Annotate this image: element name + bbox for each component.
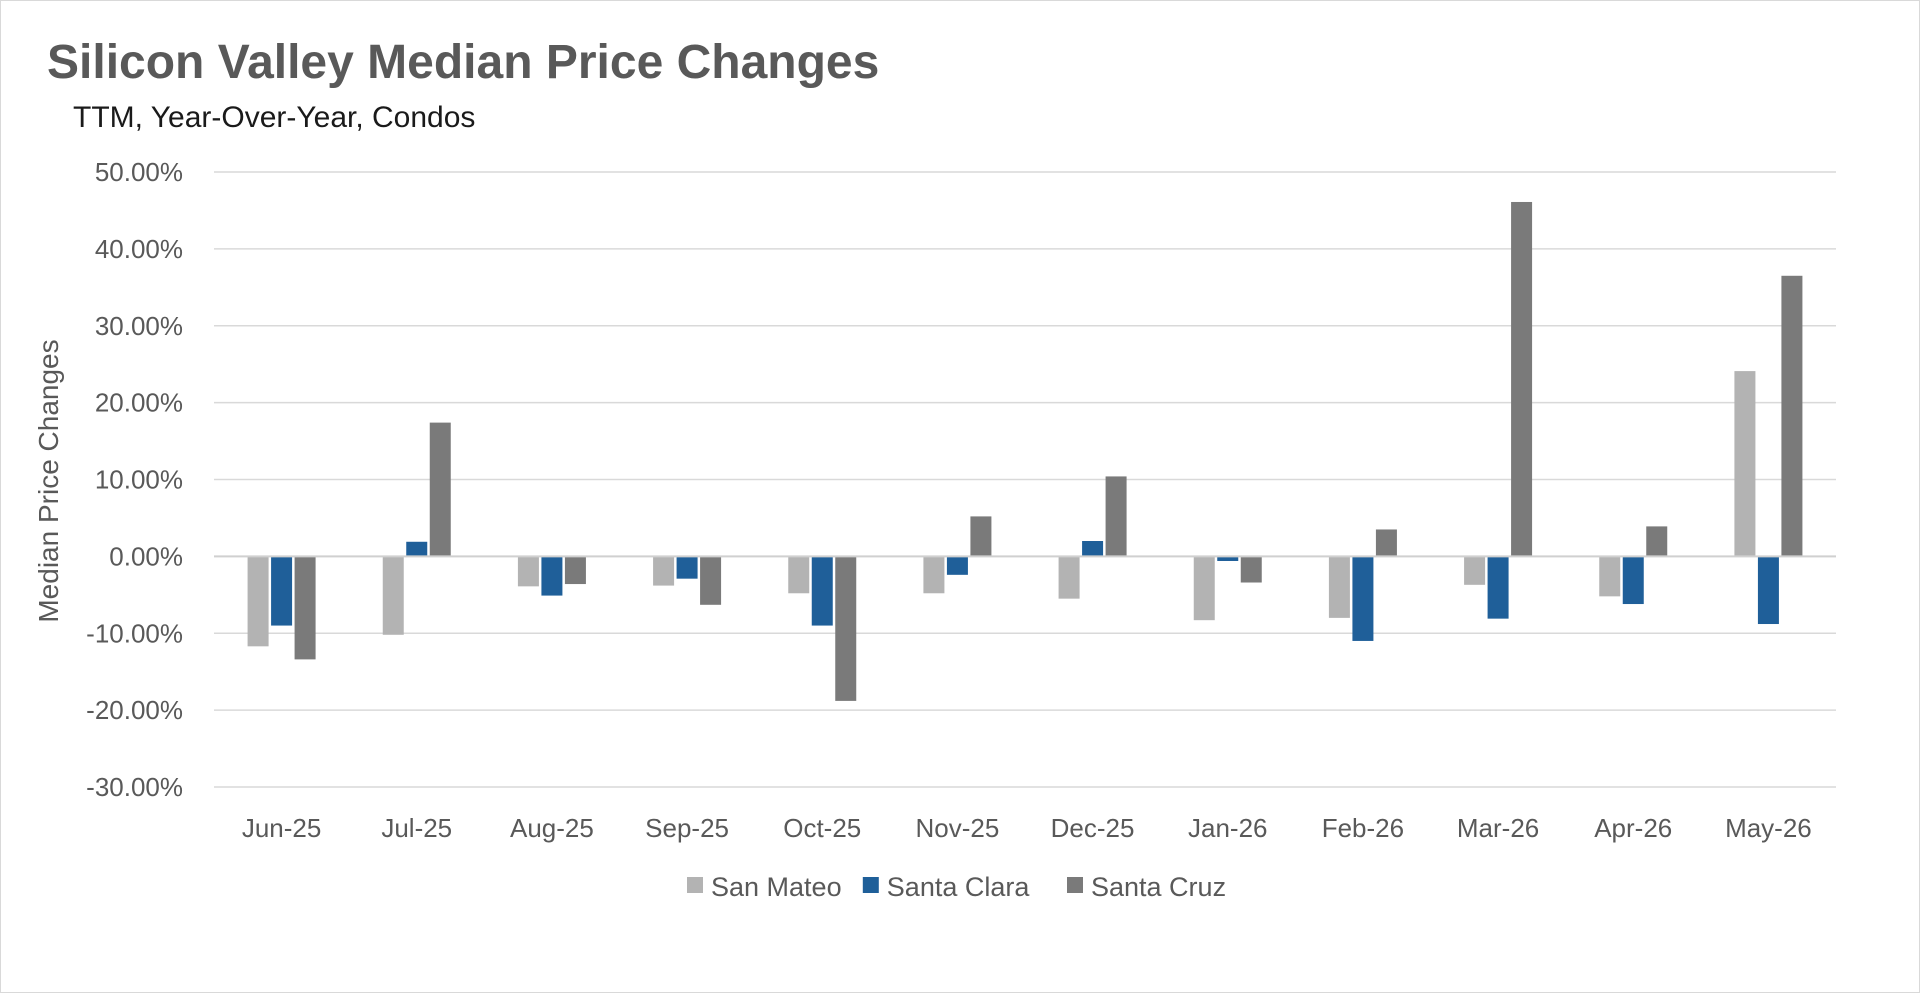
bar [811,556,833,626]
x-tick-label: Oct-25 [783,813,861,843]
bar [1622,556,1644,605]
legend-swatch [862,877,879,893]
bar [1511,201,1533,557]
chart-title: Silicon Valley Median Price Changes [47,36,880,89]
legend-label: Santa Clara [887,872,1031,902]
gridlines [214,171,1836,788]
bar [946,556,968,575]
bars [247,201,1803,701]
y-tick-label: -10.00% [86,618,183,648]
x-tick-label: Aug-25 [510,813,594,843]
bar [1646,526,1668,557]
bar [247,556,269,647]
x-axis-ticks: Jun-25 Jul-25 Aug-25 Sep-25 Oct-25 Nov-25 Dec-… [242,813,1812,843]
bar [517,556,539,587]
legend-label: Santa Cruz [1091,872,1226,902]
x-tick-label: Apr-26 [1594,813,1672,843]
bar [564,556,586,585]
bar [835,556,857,701]
y-tick-label: 20.00% [95,388,183,418]
bar [1757,556,1779,625]
x-tick-label: Mar-26 [1457,813,1539,843]
y-tick-label: 0.00% [109,541,183,571]
bar [1352,556,1374,641]
y-tick-label: 30.00% [95,311,183,341]
bar [1058,556,1080,599]
bar [1464,556,1486,585]
bar [1734,371,1756,557]
y-tick-label: -20.00% [86,695,183,725]
bar [700,556,722,605]
bar [1105,476,1127,557]
bar [788,556,810,594]
y-tick-label: 50.00% [95,157,183,187]
bar [1217,556,1239,561]
x-tick-label: Jan-26 [1188,813,1268,843]
legend: San Mateo Santa Clara Santa Cruz [687,872,1226,902]
bar [271,556,293,626]
bar [1375,529,1397,557]
bar [1328,556,1350,618]
bar [1781,275,1803,557]
legend-swatch [1067,877,1083,893]
bar [1599,556,1621,597]
x-tick-label: Dec-25 [1051,813,1135,843]
bar [923,556,945,594]
bar [1487,556,1509,619]
legend-label: San Mateo [711,872,842,902]
bar [676,556,698,579]
bar [1082,541,1104,557]
bar [382,556,404,635]
bar [429,422,451,557]
x-tick-label: Feb-26 [1322,813,1404,843]
x-tick-label: Nov-25 [916,813,1000,843]
x-tick-label: Jun-25 [242,813,322,843]
bar [406,541,428,557]
legend-swatch [687,877,703,893]
bar [970,516,992,557]
chart-subtitle: TTM, Year-Over-Year, Condos [73,101,476,134]
y-tick-label: -30.00% [86,772,183,802]
y-tick-label: 10.00% [95,465,183,495]
y-axis-title: Median Price Changes [33,339,64,622]
x-tick-label: Sep-25 [645,813,729,843]
y-tick-label: 40.00% [95,234,183,264]
bar [1240,556,1262,583]
x-tick-label: Jul-25 [381,813,452,843]
x-tick-label: May-26 [1725,813,1812,843]
bar [1193,556,1215,621]
bar [653,556,675,586]
bar [541,556,563,596]
bar [294,556,316,660]
y-axis-ticks: 50.00% 40.00% 30.00% 20.00% 10.00% 0.00% -10.0… [86,157,183,802]
